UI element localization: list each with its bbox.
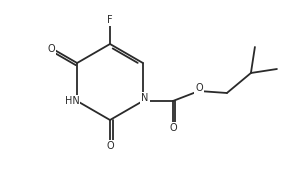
Text: O: O (169, 123, 177, 133)
Text: O: O (195, 83, 203, 93)
Text: N: N (141, 93, 149, 103)
Text: O: O (47, 44, 55, 54)
Text: HN: HN (65, 96, 79, 106)
Text: F: F (107, 15, 113, 25)
Text: O: O (106, 141, 114, 151)
